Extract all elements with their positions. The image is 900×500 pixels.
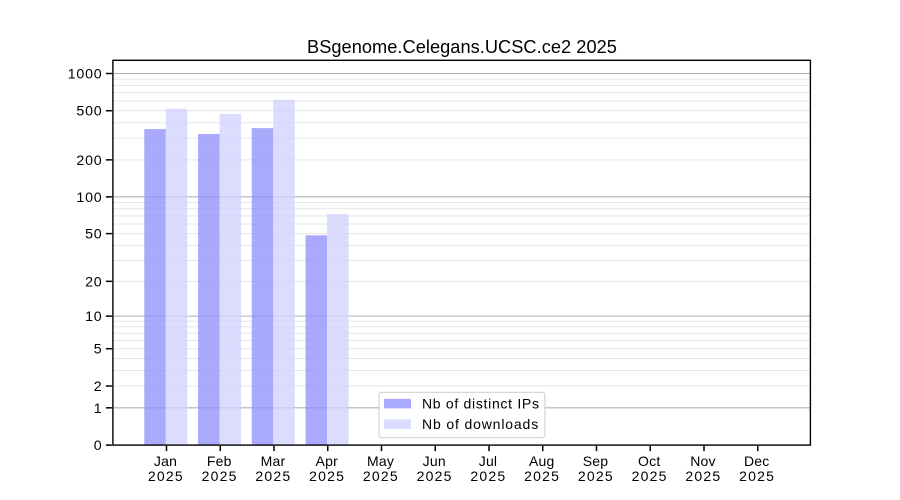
svg-text:2025: 2025 xyxy=(202,468,238,484)
svg-text:Nb of distinct IPs: Nb of distinct IPs xyxy=(422,395,540,411)
svg-text:Oct: Oct xyxy=(638,453,660,469)
svg-text:Aug: Aug xyxy=(529,453,555,469)
svg-text:2025: 2025 xyxy=(524,468,560,484)
svg-text:Jun: Jun xyxy=(423,453,446,469)
svg-text:2025: 2025 xyxy=(363,468,399,484)
svg-text:100: 100 xyxy=(76,190,102,206)
svg-text:2025: 2025 xyxy=(739,468,775,484)
svg-text:2: 2 xyxy=(94,379,103,395)
svg-text:Nb of downloads: Nb of downloads xyxy=(422,416,539,432)
svg-text:Apr: Apr xyxy=(316,453,339,469)
svg-text:2025: 2025 xyxy=(578,468,614,484)
svg-text:Mar: Mar xyxy=(261,453,286,469)
svg-text:Dec: Dec xyxy=(744,453,770,469)
svg-text:20: 20 xyxy=(85,274,102,290)
svg-text:5: 5 xyxy=(94,342,103,358)
svg-text:Feb: Feb xyxy=(207,453,232,469)
svg-text:500: 500 xyxy=(76,104,102,120)
svg-text:Jul: Jul xyxy=(479,453,498,469)
svg-text:2025: 2025 xyxy=(470,468,506,484)
svg-text:2025: 2025 xyxy=(685,468,721,484)
svg-text:2025: 2025 xyxy=(148,468,184,484)
svg-text:0: 0 xyxy=(94,438,103,454)
svg-text:May: May xyxy=(367,453,394,469)
svg-text:10: 10 xyxy=(85,309,102,325)
svg-text:200: 200 xyxy=(76,153,102,169)
svg-text:Jan: Jan xyxy=(154,453,177,469)
svg-text:2025: 2025 xyxy=(417,468,453,484)
svg-text:1: 1 xyxy=(94,401,103,417)
svg-text:2025: 2025 xyxy=(255,468,291,484)
svg-text:1000: 1000 xyxy=(68,67,103,83)
svg-text:2025: 2025 xyxy=(309,468,345,484)
svg-text:2025: 2025 xyxy=(632,468,668,484)
svg-text:Sep: Sep xyxy=(583,453,609,469)
svg-text:Nov: Nov xyxy=(690,453,716,469)
svg-text:BSgenome.Celegans.UCSC.ce2 202: BSgenome.Celegans.UCSC.ce2 2025 xyxy=(307,37,617,57)
svg-text:50: 50 xyxy=(85,227,102,243)
